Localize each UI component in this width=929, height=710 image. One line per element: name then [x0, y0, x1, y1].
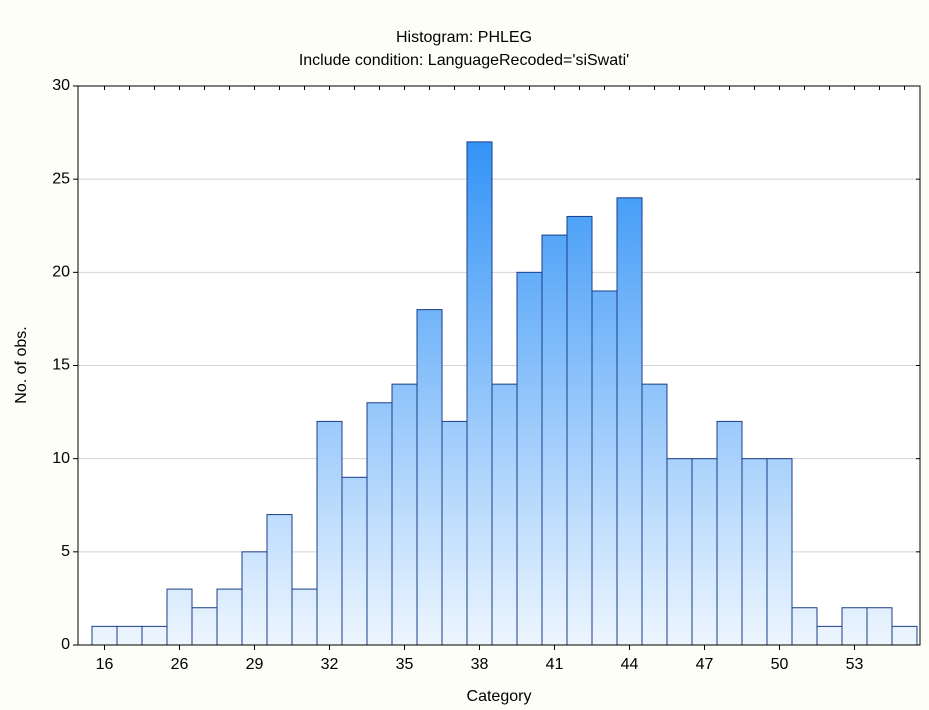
bar	[91, 625, 118, 646]
bar	[616, 197, 643, 646]
bar	[316, 420, 343, 646]
x-tick-label: 16	[96, 656, 114, 673]
bar	[766, 458, 793, 646]
bar	[566, 215, 593, 646]
bar	[216, 588, 243, 646]
y-tick-label: 30	[52, 77, 70, 94]
bar	[291, 588, 318, 646]
bar	[816, 625, 843, 646]
bar	[191, 607, 218, 646]
bar	[241, 551, 268, 646]
y-tick-label: 20	[52, 264, 70, 281]
bar	[391, 383, 418, 646]
bar	[666, 458, 693, 646]
bar	[591, 290, 618, 646]
x-tick-label: 53	[846, 656, 864, 673]
bar	[416, 309, 443, 646]
y-axis-label: No. of obs.	[13, 326, 30, 403]
x-tick-label: 50	[771, 656, 789, 673]
chart-subtitle: Include condition: LanguageRecoded='siSw…	[299, 52, 629, 69]
plot-frame	[77, 85, 921, 646]
x-tick-label: 44	[621, 656, 639, 673]
bar	[741, 458, 768, 646]
bar	[716, 420, 743, 646]
bar	[366, 402, 393, 646]
y-tick-label: 0	[61, 636, 70, 653]
bar	[641, 383, 668, 646]
y-tick-label: 15	[52, 357, 70, 374]
x-tick-label: 35	[396, 656, 414, 673]
x-tick-label: 41	[546, 656, 564, 673]
y-tick-label: 25	[52, 170, 70, 187]
bar	[341, 476, 368, 646]
bar	[866, 607, 893, 646]
bar	[166, 588, 193, 646]
bar	[791, 607, 818, 646]
bar	[691, 458, 718, 646]
bar	[491, 383, 518, 646]
bar	[116, 625, 143, 646]
bar	[516, 271, 543, 646]
bar	[441, 420, 468, 646]
y-tick-label: 10	[52, 450, 70, 467]
bar	[266, 514, 293, 646]
chart-title: Histogram: PHLEG	[396, 29, 532, 46]
x-tick-label: 47	[696, 656, 714, 673]
x-tick-label: 32	[321, 656, 339, 673]
bar	[891, 625, 918, 646]
x-axis-label: Category	[467, 688, 532, 705]
bar	[466, 141, 493, 646]
y-tick-label: 5	[61, 543, 70, 560]
bar	[841, 607, 868, 646]
x-tick-label: 29	[246, 656, 264, 673]
bar	[541, 234, 568, 646]
bar	[141, 625, 168, 646]
x-tick-label: 38	[471, 656, 489, 673]
x-tick-label: 26	[171, 656, 189, 673]
